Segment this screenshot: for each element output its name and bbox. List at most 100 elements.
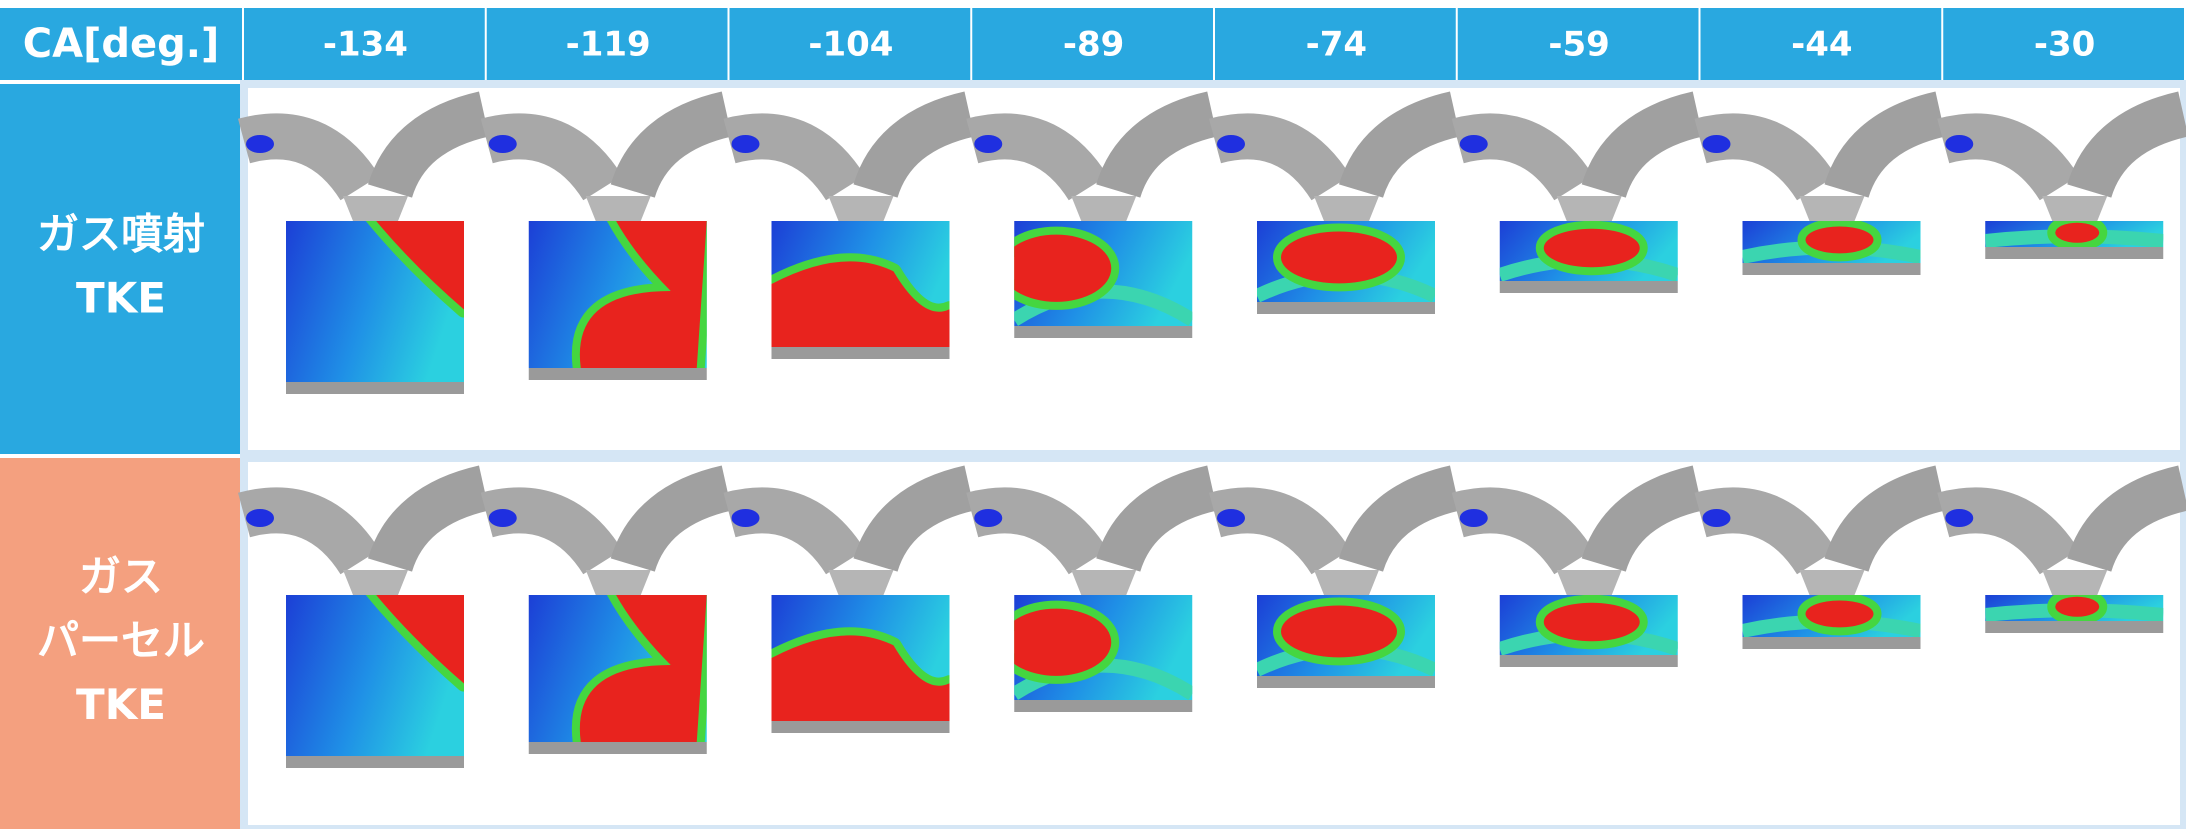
cfd-image: [966, 465, 1218, 712]
injector: [731, 509, 760, 527]
tke-core: [1543, 602, 1640, 642]
valve: [1799, 196, 1865, 221]
row-label: TKE: [76, 680, 166, 729]
injector: [974, 509, 1003, 527]
field: [1985, 221, 2164, 247]
piston: [1985, 247, 2164, 259]
cfd-image: [1209, 465, 1461, 688]
header-label: -89: [1063, 25, 1124, 65]
piston: [1499, 281, 1678, 293]
field: [1014, 600, 1193, 700]
injector: [488, 135, 517, 153]
header-label: -59: [1548, 25, 1609, 65]
injector: [1217, 509, 1245, 527]
field: [1257, 597, 1435, 676]
cfd-image: [723, 465, 976, 733]
tke-core: [1014, 608, 1112, 676]
tke-core: [579, 595, 707, 742]
cfd-image: [480, 91, 733, 380]
field: [571, 221, 707, 368]
valve: [1071, 570, 1137, 595]
row-label: パーセル: [37, 616, 205, 665]
tke-core: [1805, 226, 1874, 254]
cfd-image: [1209, 91, 1461, 314]
header-label: -44: [1791, 25, 1852, 65]
header-cell: [1943, 8, 2184, 80]
header-label: -30: [2034, 25, 2095, 65]
field: [365, 595, 464, 692]
cfd-image: [1451, 465, 1704, 667]
tke-core: [376, 221, 464, 310]
exhaust-port: [1338, 465, 1461, 573]
field: [571, 595, 707, 742]
valve: [343, 196, 408, 221]
cfd-image: [1937, 91, 2186, 259]
cfd-image: [1694, 465, 1947, 649]
injector: [1217, 135, 1245, 153]
injector: [246, 509, 274, 527]
header-label: -134: [323, 25, 408, 65]
exhaust-port: [1338, 91, 1461, 199]
field: [1257, 223, 1435, 302]
tke-core: [579, 221, 707, 368]
exhaust-port: [853, 91, 976, 199]
field: [1742, 595, 1921, 637]
row-label: ガス噴射: [37, 210, 205, 259]
tke-core: [1543, 228, 1640, 268]
row-label-cell: [0, 458, 242, 829]
valve: [585, 570, 651, 595]
exhaust-port: [1581, 91, 1704, 199]
cfd-image: [238, 465, 490, 768]
header-label: -119: [566, 25, 651, 65]
valve: [828, 570, 894, 595]
field: [771, 627, 950, 721]
piston: [1985, 621, 2164, 633]
valve: [1314, 196, 1379, 221]
injector: [1945, 509, 1974, 527]
cfd-image: [1451, 91, 1704, 293]
cfd-image: [966, 91, 1218, 338]
injector: [1945, 135, 1974, 153]
header-cell: [486, 8, 728, 80]
exhaust-port: [2067, 465, 2186, 573]
exhaust-port: [1096, 91, 1218, 199]
valve: [2042, 196, 2108, 221]
injector: [974, 135, 1003, 153]
field: [1985, 595, 2164, 621]
injector: [246, 135, 274, 153]
valve: [585, 196, 651, 221]
valve: [828, 196, 894, 221]
tke-core: [1281, 605, 1397, 658]
header-label: -104: [808, 25, 893, 65]
injector: [731, 135, 760, 153]
exhaust-port: [2067, 91, 2186, 199]
exhaust-port: [1096, 465, 1218, 573]
exhaust-port: [1581, 465, 1704, 573]
injector: [1702, 135, 1731, 153]
piston: [771, 347, 950, 359]
valve: [1556, 196, 1622, 221]
row-label: TKE: [76, 274, 166, 323]
piston: [286, 756, 464, 768]
tke-core: [771, 261, 950, 347]
field: [1499, 221, 1678, 281]
header-cell: [729, 8, 971, 80]
exhaust-port: [853, 465, 976, 573]
field: [771, 253, 950, 347]
header-cell: [1215, 8, 1456, 80]
header-cell: [1700, 8, 1942, 80]
exhaust-port: [610, 91, 733, 199]
exhaust-port: [367, 465, 490, 573]
piston: [286, 382, 464, 394]
valve: [1556, 570, 1622, 595]
cfd-image: [238, 91, 490, 394]
tke-core: [1281, 231, 1397, 284]
valve: [343, 570, 408, 595]
header-label: -74: [1306, 25, 1367, 65]
tke-core: [771, 635, 950, 721]
piston: [1742, 263, 1921, 275]
piston: [528, 742, 707, 754]
piston: [771, 721, 950, 733]
exhaust-port: [1824, 465, 1947, 573]
